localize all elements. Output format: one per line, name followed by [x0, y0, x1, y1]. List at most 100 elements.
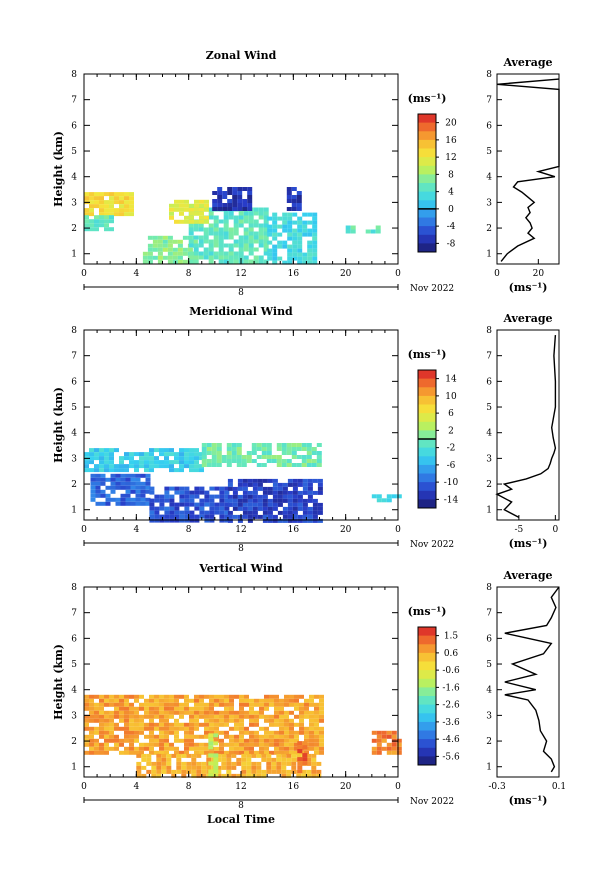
- heatmap-cell: [124, 204, 129, 209]
- y-tick-label: 2: [71, 737, 77, 747]
- heatmap-cell: [276, 447, 282, 451]
- heatmap-cell: [94, 706, 99, 711]
- heatmap-cell: [157, 255, 163, 260]
- heatmap-cell: [297, 252, 303, 257]
- heatmap-cell: [307, 228, 313, 233]
- heatmap-cell: [188, 239, 194, 244]
- heatmap-cell: [256, 761, 262, 766]
- profile-y-tick-label: 7: [486, 352, 492, 362]
- heatmap-cell: [115, 501, 121, 506]
- heatmap-cell: [159, 738, 164, 743]
- heatmap-cell: [213, 733, 219, 738]
- heatmap-cell: [248, 231, 254, 236]
- heatmap-cell: [243, 231, 249, 236]
- heatmap-cell: [174, 750, 179, 755]
- heatmap-cell: [248, 211, 254, 216]
- y-tick-label: 4: [71, 686, 77, 696]
- profile-line: [496, 78, 560, 262]
- heatmap-cell: [242, 199, 248, 203]
- heatmap-cell: [214, 694, 219, 699]
- heatmap-cell: [287, 248, 293, 253]
- heatmap-cell: [223, 231, 229, 236]
- heatmap-cell: [248, 239, 254, 244]
- heatmap-cell: [154, 722, 159, 727]
- heatmap-cell: [89, 460, 94, 465]
- heatmap-cell: [282, 224, 288, 229]
- heatmap-cell: [256, 769, 262, 774]
- heatmap-cell: [247, 498, 253, 503]
- heatmap-cell: [226, 761, 232, 766]
- heatmap-cell: [309, 742, 314, 747]
- heatmap-cell: [217, 195, 223, 199]
- heatmap-cell: [179, 494, 185, 499]
- heatmap-cell: [164, 706, 169, 711]
- heatmap-cell: [216, 753, 222, 758]
- heatmap-cell: [99, 722, 104, 727]
- heatmap-cell: [297, 224, 303, 229]
- heatmap-cell: [199, 506, 205, 511]
- y-tick-label: 7: [71, 609, 77, 619]
- x-tick-label: 12: [235, 782, 246, 792]
- heatmap-cell: [317, 478, 323, 483]
- y-tick-label: 6: [71, 121, 77, 131]
- heatmap-cell: [263, 259, 269, 264]
- heatmap-cell: [218, 247, 224, 252]
- heatmap-cell: [114, 738, 119, 743]
- heatmap-cell: [184, 742, 189, 747]
- heatmap-cell: [154, 710, 159, 715]
- heatmap-cell: [174, 726, 179, 731]
- heatmap-cell: [94, 200, 99, 205]
- colorbar-segment: [418, 395, 436, 405]
- heatmap-cell: [246, 455, 252, 459]
- heatmap-cell: [314, 726, 319, 731]
- heatmap-cell: [287, 244, 293, 249]
- heatmap-cell: [179, 207, 184, 212]
- heatmap-cell: [199, 698, 204, 703]
- heatmap-cell: [262, 510, 268, 515]
- heatmap-cell: [219, 718, 224, 723]
- heatmap-cell: [237, 502, 243, 507]
- heatmap-cell: [119, 464, 124, 469]
- heatmap-cell: [95, 485, 101, 490]
- heatmap-cell: [189, 710, 194, 715]
- heatmap-cell: [142, 259, 148, 264]
- heatmap-cell: [249, 714, 254, 719]
- heatmap-cell: [317, 510, 323, 515]
- colorbar-segment: [418, 421, 436, 431]
- heatmap-cell: [218, 243, 224, 248]
- x-tick-label: 4: [133, 782, 139, 792]
- heatmap-cell: [201, 773, 207, 778]
- heatmap-cell: [261, 769, 267, 774]
- heatmap-cell: [129, 212, 134, 217]
- heatmap-cell: [84, 718, 89, 723]
- heatmap-cell: [263, 231, 269, 236]
- heatmap-cell: [136, 753, 142, 758]
- heatmap-cell: [84, 215, 89, 220]
- heatmap-cell: [164, 464, 169, 469]
- heatmap-cell: [284, 694, 289, 699]
- heatmap-cell: [263, 251, 269, 256]
- colorbar-unit: (ms⁻¹): [408, 605, 447, 618]
- heatmap-cell: [104, 750, 109, 755]
- heatmap-cells: [84, 694, 402, 778]
- heatmap-cell: [214, 726, 219, 731]
- heatmap-cell: [110, 485, 116, 490]
- heatmap-cell: [209, 750, 214, 755]
- heatmap-cell: [243, 259, 249, 264]
- profile-title: Average: [502, 56, 552, 69]
- heatmap-cell: [289, 726, 294, 731]
- heatmap-cell: [181, 765, 187, 770]
- heatmap-cell: [199, 219, 204, 224]
- heatmap-cell: [182, 259, 188, 264]
- heatmap-cell: [174, 486, 180, 491]
- heatmap-cell: [164, 490, 170, 495]
- heatmap-cell: [294, 738, 299, 743]
- heatmap-cell: [193, 251, 199, 256]
- heatmap-cell: [90, 497, 96, 502]
- heatmap-cell: [154, 506, 160, 511]
- heatmap-cell: [219, 510, 225, 515]
- heatmap-cell: [149, 486, 155, 491]
- heatmap-cell: [109, 726, 114, 731]
- heatmap-cell: [169, 448, 174, 453]
- heatmap-cell: [166, 769, 172, 774]
